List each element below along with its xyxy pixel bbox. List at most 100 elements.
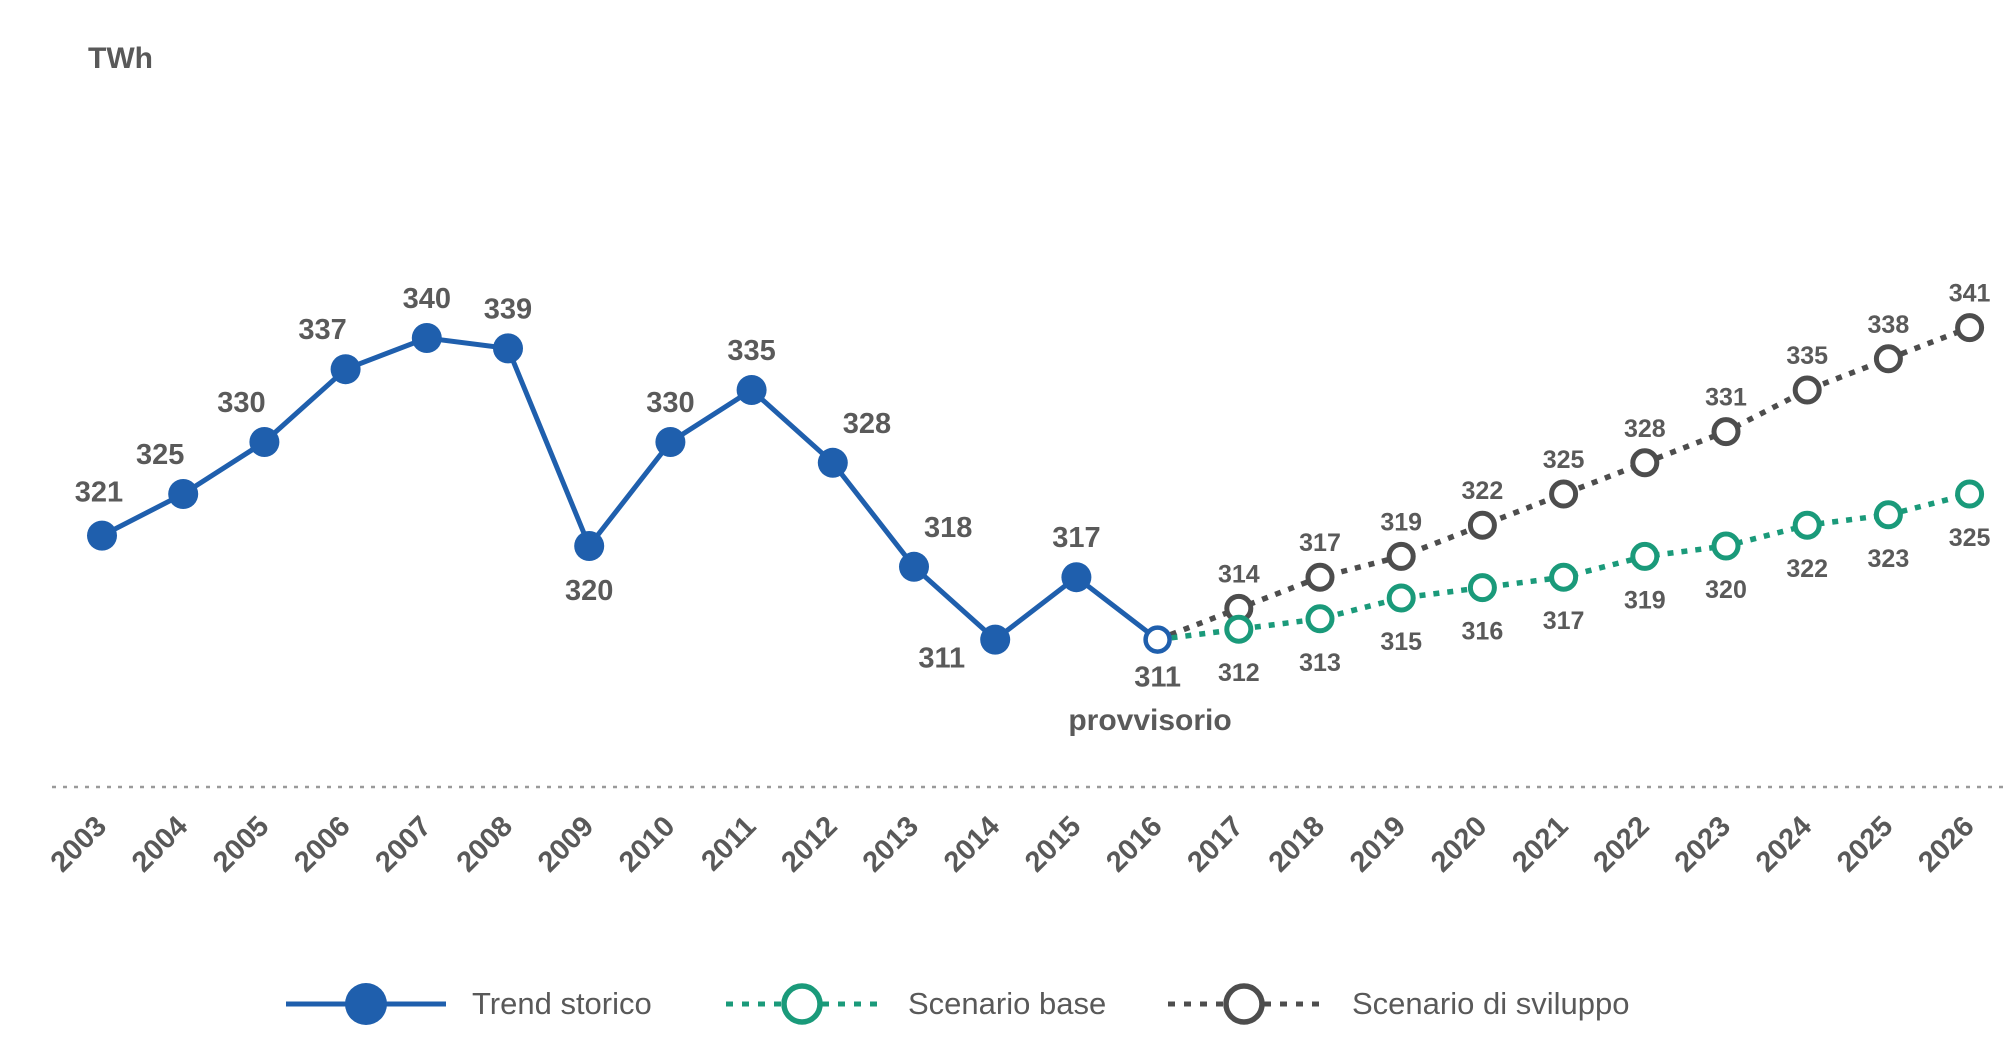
data-label-scenario-base: 312 <box>1218 659 1260 687</box>
data-label-trend-storico: 340 <box>403 283 451 315</box>
x-tick-label: 2018 <box>1263 810 1331 878</box>
data-point-trend-storico <box>249 427 280 457</box>
data-label-trend-storico: 311 <box>1134 662 1181 694</box>
legend-label-scenario-di-sviluppo: Scenario di sviluppo <box>1352 986 1629 1021</box>
x-tick-label: 2020 <box>1425 810 1493 878</box>
data-point-scenario-base <box>1549 562 1579 592</box>
data-label-scenario-base: 316 <box>1462 618 1504 646</box>
data-point-trend-storico <box>168 479 199 509</box>
x-tick-label: 2022 <box>1588 810 1656 878</box>
legend-label-scenario-base: Scenario base <box>908 986 1106 1021</box>
data-label-trend-storico: 311 <box>918 643 965 675</box>
data-point-trend-storico <box>1061 562 1092 593</box>
data-point-scenario-base <box>1955 479 1985 509</box>
data-label-trend-storico: 325 <box>136 439 184 471</box>
data-label-trend-storico: 318 <box>924 512 972 544</box>
data-point-trend-storico <box>736 375 767 405</box>
x-tick-label: 2009 <box>532 810 600 878</box>
data-label-trend-storico: 330 <box>217 387 265 419</box>
data-label-trend-storico: 328 <box>843 408 891 440</box>
data-label-scenario-di-sviluppo: 331 <box>1705 384 1747 412</box>
data-label-scenario-base: 323 <box>1868 545 1910 573</box>
x-tick-label: 2008 <box>451 810 519 878</box>
series-line-scenario-di-sviluppo <box>1156 325 1971 643</box>
x-tick-label: 2007 <box>370 810 438 878</box>
legend-item-scenario-di-sviluppo: Scenario di sviluppo <box>1168 983 1629 1025</box>
data-point-trend-storico <box>411 323 442 353</box>
data-point-scenario-base <box>1792 510 1822 540</box>
legend: Trend storico Scenario base Scenario di … <box>286 983 1629 1025</box>
data-label-trend-storico: 337 <box>298 314 346 346</box>
x-tick-label: 2003 <box>45 810 113 878</box>
data-label-scenario-di-sviluppo: 325 <box>1543 446 1585 474</box>
data-point-trend-storico <box>1143 625 1172 654</box>
x-tick-label: 2010 <box>613 810 681 878</box>
data-label-trend-storico: 335 <box>727 335 775 367</box>
provisional-annotation: provvisorio <box>1068 704 1231 737</box>
x-tick-label: 2026 <box>1912 810 1980 878</box>
data-point-scenario-di-sviluppo <box>1711 417 1741 447</box>
data-label-scenario-di-sviluppo: 317 <box>1299 529 1341 557</box>
data-label-scenario-base: 319 <box>1624 586 1666 614</box>
data-point-scenario-base <box>1711 531 1741 561</box>
data-label-scenario-di-sviluppo: 314 <box>1218 560 1260 588</box>
x-tick-label: 2006 <box>288 810 356 878</box>
legend-item-scenario-base: Scenario base <box>726 983 1106 1025</box>
data-point-scenario-di-sviluppo <box>1955 313 1985 343</box>
series-layer <box>87 313 1985 655</box>
data-label-trend-storico: 339 <box>484 293 532 325</box>
data-label-scenario-di-sviluppo: 322 <box>1462 477 1504 505</box>
data-point-trend-storico <box>817 447 848 478</box>
data-point-scenario-di-sviluppo <box>1549 479 1579 509</box>
data-label-trend-storico: 321 <box>75 477 123 509</box>
data-label-scenario-base: 320 <box>1705 576 1747 604</box>
data-label-scenario-base: 313 <box>1299 649 1341 677</box>
x-tick-label: 2015 <box>1019 810 1087 878</box>
legend-label-trend-storico: Trend storico <box>472 986 652 1021</box>
data-label-trend-storico: 320 <box>565 575 613 607</box>
data-point-trend-storico <box>655 427 686 457</box>
x-axis-tick-labels: 2003 2004 2005 2006 2007 2008 2009 2010 2011 2012… <box>45 810 1981 878</box>
x-tick-label: 2004 <box>126 810 194 878</box>
x-tick-label: 2011 <box>695 810 762 877</box>
data-point-scenario-di-sviluppo <box>1630 448 1660 478</box>
data-label-scenario-di-sviluppo: 338 <box>1868 311 1910 339</box>
data-point-scenario-di-sviluppo <box>1873 344 1903 374</box>
data-point-scenario-base <box>1305 604 1335 634</box>
data-label-scenario-base: 322 <box>1786 555 1828 583</box>
unit-label: TWh <box>88 42 153 75</box>
x-tick-label: 2021 <box>1506 810 1574 878</box>
data-label-scenario-di-sviluppo: 341 <box>1949 280 1991 308</box>
data-point-scenario-base <box>1630 541 1660 571</box>
x-tick-label: 2016 <box>1100 810 1168 878</box>
data-point-trend-storico <box>87 520 117 551</box>
x-tick-label: 2012 <box>776 810 844 878</box>
data-label-scenario-base: 325 <box>1949 524 1991 552</box>
legend-marker-scenario-di-sviluppo <box>1223 983 1265 1025</box>
data-point-trend-storico <box>574 531 605 561</box>
x-tick-label: 2024 <box>1750 810 1818 878</box>
data-point-scenario-di-sviluppo <box>1467 510 1497 540</box>
legend-marker-trend-storico <box>345 983 387 1025</box>
data-point-trend-storico <box>980 624 1011 655</box>
x-tick-label: 2019 <box>1344 810 1412 878</box>
data-point-trend-storico <box>493 333 523 364</box>
data-label-scenario-di-sviluppo: 335 <box>1786 342 1828 370</box>
data-label-trend-storico: 317 <box>1052 522 1100 554</box>
data-point-scenario-di-sviluppo <box>1386 541 1416 571</box>
x-tick-label: 2013 <box>857 810 925 878</box>
data-point-trend-storico <box>330 354 361 385</box>
data-point-scenario-base <box>1873 500 1903 530</box>
data-point-scenario-di-sviluppo <box>1305 562 1335 592</box>
data-label-scenario-base: 317 <box>1543 607 1585 635</box>
x-tick-label: 2025 <box>1831 810 1899 878</box>
data-point-scenario-base <box>1224 614 1254 644</box>
data-label-trend-storico: 330 <box>646 387 694 419</box>
value-labels: 314 317 319 322 325 328 331 335 338 341 312 313 315 3… <box>75 280 1991 694</box>
data-point-scenario-base <box>1467 573 1497 603</box>
x-tick-label: 2023 <box>1669 810 1737 878</box>
legend-item-trend-storico: Trend storico <box>286 983 652 1025</box>
data-point-scenario-base <box>1386 583 1416 613</box>
x-tick-label: 2014 <box>938 810 1006 878</box>
